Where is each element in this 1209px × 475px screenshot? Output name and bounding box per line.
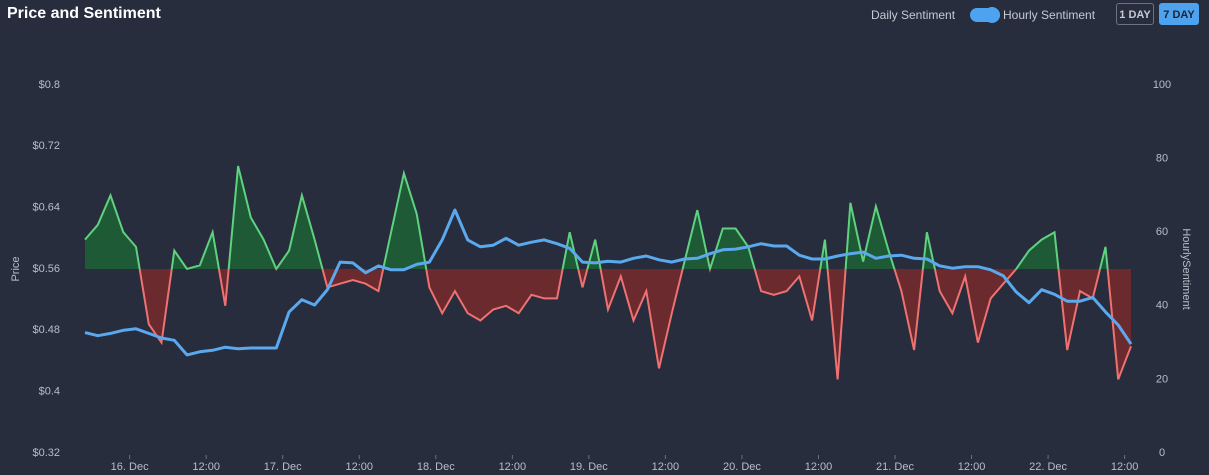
x-tick-label: 12:00	[652, 461, 680, 473]
y2-tick-label: 60	[1156, 226, 1168, 238]
y-tick-label: $0.32	[32, 447, 60, 459]
x-tick-label: 12:00	[499, 461, 527, 473]
y-tick-label: $0.8	[39, 79, 60, 91]
y-tick-label: $0.4	[39, 386, 60, 398]
y-tick-label: $0.64	[32, 202, 60, 214]
sentiment-line-above	[84, 165, 1109, 269]
x-tick-label: 12:00	[345, 461, 373, 473]
x-tick-label: 12:00	[1111, 461, 1139, 473]
x-tick-label: 21. Dec	[876, 461, 914, 473]
y2-tick-label: 0	[1159, 447, 1165, 459]
x-tick-label: 22. Dec	[1029, 461, 1067, 473]
y-tick-label: $0.56	[32, 263, 60, 275]
x-tick-label: 12:00	[192, 461, 220, 473]
y-axis-title: Price	[10, 256, 22, 281]
sentiment-area-below	[85, 269, 1131, 380]
toggle-switch[interactable]	[970, 7, 1000, 23]
x-tick-label: 18. Dec	[417, 461, 455, 473]
toggle-knob[interactable]	[984, 7, 1000, 23]
y-tick-label: $0.72	[32, 140, 60, 152]
y2-tick-label: 100	[1153, 79, 1171, 91]
x-tick-label: 19. Dec	[570, 461, 608, 473]
y2-tick-label: 80	[1156, 153, 1168, 165]
toggle-label[interactable]: Daily Sentiment	[871, 8, 956, 22]
toggle-label[interactable]: Hourly Sentiment	[1003, 8, 1096, 22]
y2-axis-title: HourlySentiment	[1180, 228, 1192, 309]
title: Price and Sentiment	[7, 5, 161, 22]
x-tick-label: 17. Dec	[264, 461, 302, 473]
x-tick-label: 12:00	[958, 461, 986, 473]
x-tick-label: 20. Dec	[723, 461, 761, 473]
range-button[interactable]: 7 DAY	[1159, 3, 1199, 25]
range-button[interactable]: 1 DAY	[1116, 3, 1154, 25]
y-tick-label: $0.48	[32, 324, 60, 336]
y2-tick-label: 40	[1156, 300, 1168, 312]
price-line	[84, 208, 1133, 357]
sentiment-line-below	[138, 269, 1132, 380]
x-tick-label: 16. Dec	[111, 461, 149, 473]
y2-tick-label: 20	[1156, 373, 1168, 385]
sentiment-area-above	[85, 166, 1131, 269]
x-tick-label: 12:00	[805, 461, 833, 473]
